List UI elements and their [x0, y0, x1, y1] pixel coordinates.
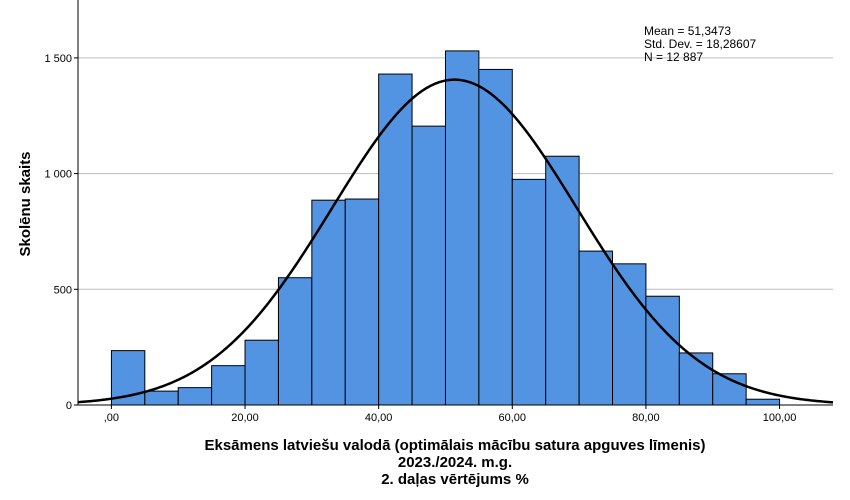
- stats-mean: Mean = 51,3473: [644, 24, 731, 38]
- histogram-bar-6: [311, 199, 346, 406]
- y-tick-label-1: 500: [54, 284, 72, 296]
- histogram-bar-10: [444, 50, 480, 406]
- stats-n: N = 12 887: [644, 50, 703, 64]
- x-tick-labels: ,00 20,00 40,00 60,00 80,00 100,00: [104, 405, 797, 424]
- histogram-bar-13: [545, 155, 580, 406]
- x-tick-label-4: 80,00: [632, 412, 660, 424]
- x-tick-label-3: 60,00: [499, 412, 527, 424]
- histogram-bar-15: [612, 263, 647, 406]
- x-axis-title-line-2: 2023./2024. m.g.: [398, 454, 512, 471]
- stats-std-dev: Std. Dev. = 18,28607: [644, 37, 757, 51]
- y-tick-label-0: 0: [66, 400, 72, 412]
- histogram-bar-2: [177, 387, 213, 406]
- histogram-bar-1: [144, 390, 179, 406]
- histogram-bar-5: [277, 277, 313, 406]
- y-tick-label-3: 1 500: [44, 53, 72, 65]
- histogram-bar-9: [411, 125, 446, 406]
- histogram-bar-7: [344, 198, 380, 406]
- histogram-bar-12: [511, 178, 547, 406]
- histogram-bar-11: [478, 68, 513, 406]
- histogram-bars: [110, 50, 781, 406]
- y-tick-labels: 0 500 1 000 1 500: [44, 53, 78, 412]
- histogram-bar-16: [645, 295, 680, 406]
- x-axis-title-line-1: Eksāmens latviešu valodā (optimālais māc…: [204, 437, 705, 454]
- histogram-bar-19: [745, 398, 781, 406]
- axes: [77, 0, 833, 406]
- normal-curve: [77, 78, 834, 404]
- histogram-bar-14: [578, 250, 614, 406]
- histogram-bar-4: [244, 339, 279, 406]
- x-tick-label-0: ,00: [104, 412, 119, 424]
- x-tick-label-2: 40,00: [365, 412, 393, 424]
- x-tick-label-1: 20,00: [231, 412, 259, 424]
- x-axis-title-line-3: 2. daļas vērtējums %: [381, 471, 529, 488]
- histogram-bar-17: [678, 352, 714, 406]
- histogram-bar-8: [378, 73, 413, 406]
- y-tick-label-2: 1 000: [44, 169, 72, 181]
- histogram-bar-3: [211, 365, 246, 406]
- y-axis-title: Skolēnu skaits: [17, 151, 34, 256]
- x-tick-label-5: 100,00: [763, 412, 797, 424]
